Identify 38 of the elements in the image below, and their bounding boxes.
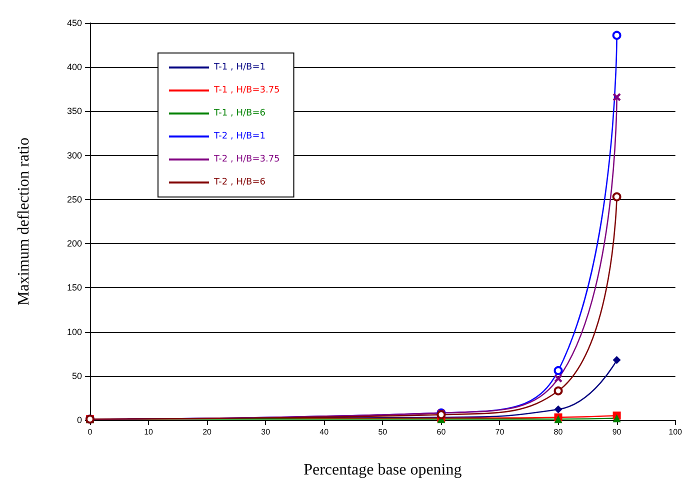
x-tick-label: 100	[668, 428, 683, 436]
y-tick-label: 400	[66, 62, 82, 72]
x-tick-label: 20	[202, 428, 212, 436]
point	[554, 386, 563, 396]
y-tick-label: 450	[66, 18, 82, 28]
y-tick-label: 350	[66, 106, 82, 116]
x-tick-label: 50	[378, 428, 388, 436]
x-tick-label: 70	[495, 428, 505, 436]
point	[612, 192, 622, 202]
point	[612, 414, 621, 422]
y-tick-label: 150	[66, 282, 82, 293]
x-tick-label: 60	[436, 428, 446, 436]
legend-label: T-1 , H/B=1	[213, 62, 266, 72]
legend-label: T-2 , H/B=3.75	[213, 154, 280, 164]
y-tick-label: 200	[66, 238, 82, 249]
point	[612, 93, 621, 102]
y-axis-title: Maximum deflection ratio	[16, 138, 32, 306]
point	[554, 374, 562, 383]
point	[554, 366, 563, 376]
legend-label: T-2 , H/B=1	[213, 132, 266, 142]
x-axis-title: Percentage base opening	[304, 462, 462, 478]
y-tick-label: 300	[66, 150, 82, 160]
x-tick-label: 80	[554, 428, 564, 436]
x-tick-label: 90	[612, 428, 622, 436]
x-tick-label: 40	[320, 428, 330, 436]
x-tick-label: 30	[261, 428, 271, 436]
point	[612, 356, 621, 364]
legend-label: T-2 , H/B=6	[213, 178, 266, 188]
legend-label: T-1 , H/B=6	[213, 108, 266, 118]
y-tick-label: 100	[66, 326, 82, 337]
x-tick-label: 10	[144, 428, 154, 436]
y-tick-label: 50	[72, 370, 82, 381]
x-tick-label: 0	[88, 428, 93, 436]
point	[612, 30, 622, 40]
legend-label: T-1 , H/B=3.75	[213, 86, 280, 96]
y-tick-label: 0	[76, 415, 82, 425]
point	[554, 405, 562, 414]
y-tick-label: 250	[66, 194, 82, 204]
